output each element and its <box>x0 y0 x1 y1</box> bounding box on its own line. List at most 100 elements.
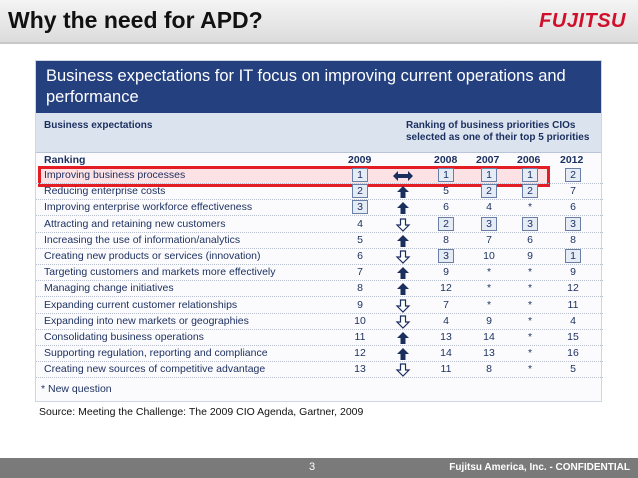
rank-cell-2012: 7 <box>570 185 576 198</box>
rank-cell-2007: 14 <box>483 331 495 343</box>
table-row: Improving business processes 1 1 1 1 2 <box>36 168 603 184</box>
rank-cell-2009: 8 <box>357 282 363 295</box>
up-arrow-icon <box>397 234 409 247</box>
rank-cell-2009: 4 <box>357 217 363 230</box>
rank-cell-2007: 13 <box>483 347 495 360</box>
up-arrow-icon <box>397 186 409 199</box>
table-row: Attracting and retaining new customers 4 2… <box>36 216 603 233</box>
rank-cell-2008: 1 <box>438 168 454 182</box>
rank-cell-2006: 3 <box>522 216 538 231</box>
row-label: Improving enterprise workforce effective… <box>44 201 253 214</box>
rank-cell-2006: * <box>527 298 533 311</box>
figure-title: Business expectations for IT focus on im… <box>46 67 566 106</box>
row-label: Expanding into new markets or geographie… <box>44 314 249 327</box>
rank-cell-2012: 1 <box>565 249 581 263</box>
rank-cell-2007: 7 <box>486 233 492 246</box>
rank-cell-2009: 7 <box>357 266 363 279</box>
rank-cell-2006: 9 <box>527 250 533 262</box>
rank-cell-2009: 3 <box>352 200 368 215</box>
footnote: * New question <box>41 383 112 395</box>
row-label: Managing change initiatives <box>44 282 174 295</box>
rank-cell-2009: 5 <box>357 233 363 246</box>
up-arrow-icon <box>397 332 409 344</box>
rank-cell-2008: 4 <box>443 314 449 327</box>
rank-cell-2007: 8 <box>486 363 492 376</box>
rank-cell-2012: 16 <box>567 347 579 360</box>
rank-cell-2009: 2 <box>352 184 368 199</box>
rank-cell-2007: 9 <box>486 314 492 327</box>
rank-cell-2009: 6 <box>357 250 363 262</box>
rank-cell-2008: 3 <box>438 249 454 263</box>
column-header-2007: 2007 <box>476 154 500 166</box>
rank-cell-2012: 5 <box>570 363 576 376</box>
row-label: Reducing enterprise costs <box>44 185 166 198</box>
rank-cell-2007: 1 <box>481 168 497 182</box>
rank-cell-2006: * <box>527 314 533 327</box>
rank-cell-2006: * <box>527 282 533 295</box>
rank-cell-2007: 4 <box>486 201 492 214</box>
source-citation: Source: Meeting the Challenge: The 2009 … <box>39 406 364 418</box>
table-row: Expanding current customer relationships… <box>36 298 603 314</box>
table-row: Managing change initiatives 8 12 * * 12 <box>36 281 603 298</box>
rank-cell-2008: 5 <box>443 185 449 198</box>
down-arrow-icon <box>395 250 411 264</box>
rank-cell-2012: 8 <box>570 233 576 246</box>
figure-subheader: Business expectations Ranking of busines… <box>36 113 601 153</box>
rank-cell-2006: * <box>527 201 533 214</box>
rank-cell-2009: 10 <box>354 314 366 327</box>
rank-cell-2012: 3 <box>565 216 581 231</box>
rank-cell-2008: 14 <box>440 347 452 360</box>
up-arrow-icon <box>397 348 409 361</box>
table-row: Supporting regulation, reporting and com… <box>36 346 603 363</box>
row-label: Improving business processes <box>44 169 186 181</box>
rank-cell-2012: 12 <box>567 282 579 295</box>
ranking-column-header: Ranking <box>44 154 86 166</box>
row-label: Targeting customers and markets more eff… <box>44 266 276 279</box>
rank-cell-2009: 9 <box>357 298 363 311</box>
business-expectations-heading: Business expectations <box>44 120 153 131</box>
rank-cell-2007: * <box>486 266 492 279</box>
slide-title: Why the need for APD? <box>8 7 263 33</box>
rank-cell-2012: 4 <box>570 314 576 327</box>
fujitsu-logo: FUJITSU <box>539 10 626 32</box>
rank-cell-2009: 12 <box>354 347 366 360</box>
down-arrow-icon <box>395 217 411 232</box>
row-label: Supporting regulation, reporting and com… <box>44 347 268 360</box>
rank-cell-2012: 11 <box>567 298 579 311</box>
table-row: Creating new products or services (innov… <box>36 249 603 265</box>
table-row: Creating new sources of competitive adva… <box>36 362 603 379</box>
row-label: Creating new products or services (innov… <box>44 250 261 262</box>
up-arrow-icon <box>397 283 409 296</box>
rank-cell-2008: 13 <box>440 331 452 343</box>
rank-cell-2006: * <box>527 331 533 343</box>
row-label: Attracting and retaining new customers <box>44 217 226 230</box>
rank-cell-2012: 15 <box>567 331 579 343</box>
rank-cell-2009: 1 <box>352 168 368 182</box>
rank-cell-2006: * <box>527 363 533 376</box>
figure-header: Business expectations for IT focus on im… <box>36 61 601 113</box>
rank-cell-2007: * <box>486 282 492 295</box>
double-arrow-icon <box>393 171 413 181</box>
rank-cell-2008: 9 <box>443 266 449 279</box>
row-label: Consolidating business operations <box>44 331 204 343</box>
priorities-figure: Business expectations for IT focus on im… <box>35 60 603 402</box>
rank-cell-2006: * <box>527 347 533 360</box>
rank-cell-2008: 12 <box>440 282 452 295</box>
rank-cell-2008: 2 <box>438 216 454 231</box>
table-row: Targeting customers and markets more eff… <box>36 265 603 282</box>
rank-cell-2008: 11 <box>440 363 452 376</box>
rank-cell-2009: 13 <box>354 363 366 376</box>
up-arrow-icon <box>397 202 409 215</box>
rank-cell-2006: 6 <box>527 233 533 246</box>
column-header-2006: 2006 <box>517 154 541 166</box>
column-header-2009: 2009 <box>348 154 372 166</box>
row-label: Increasing the use of information/analyt… <box>44 233 241 246</box>
rank-cell-2007: 3 <box>481 216 497 231</box>
column-header-2012: 2012 <box>560 154 584 166</box>
ranking-description: Ranking of business priorities CIOs sele… <box>406 120 590 143</box>
footer-bar: 3 Fujitsu America, Inc. - CONFIDENTIAL <box>0 458 638 478</box>
rank-cell-2007: 10 <box>483 250 495 262</box>
rank-cell-2012: 2 <box>565 168 581 182</box>
title-bar: Why the need for APD? FUJITSU <box>0 0 638 44</box>
page-number: 3 <box>309 461 316 473</box>
